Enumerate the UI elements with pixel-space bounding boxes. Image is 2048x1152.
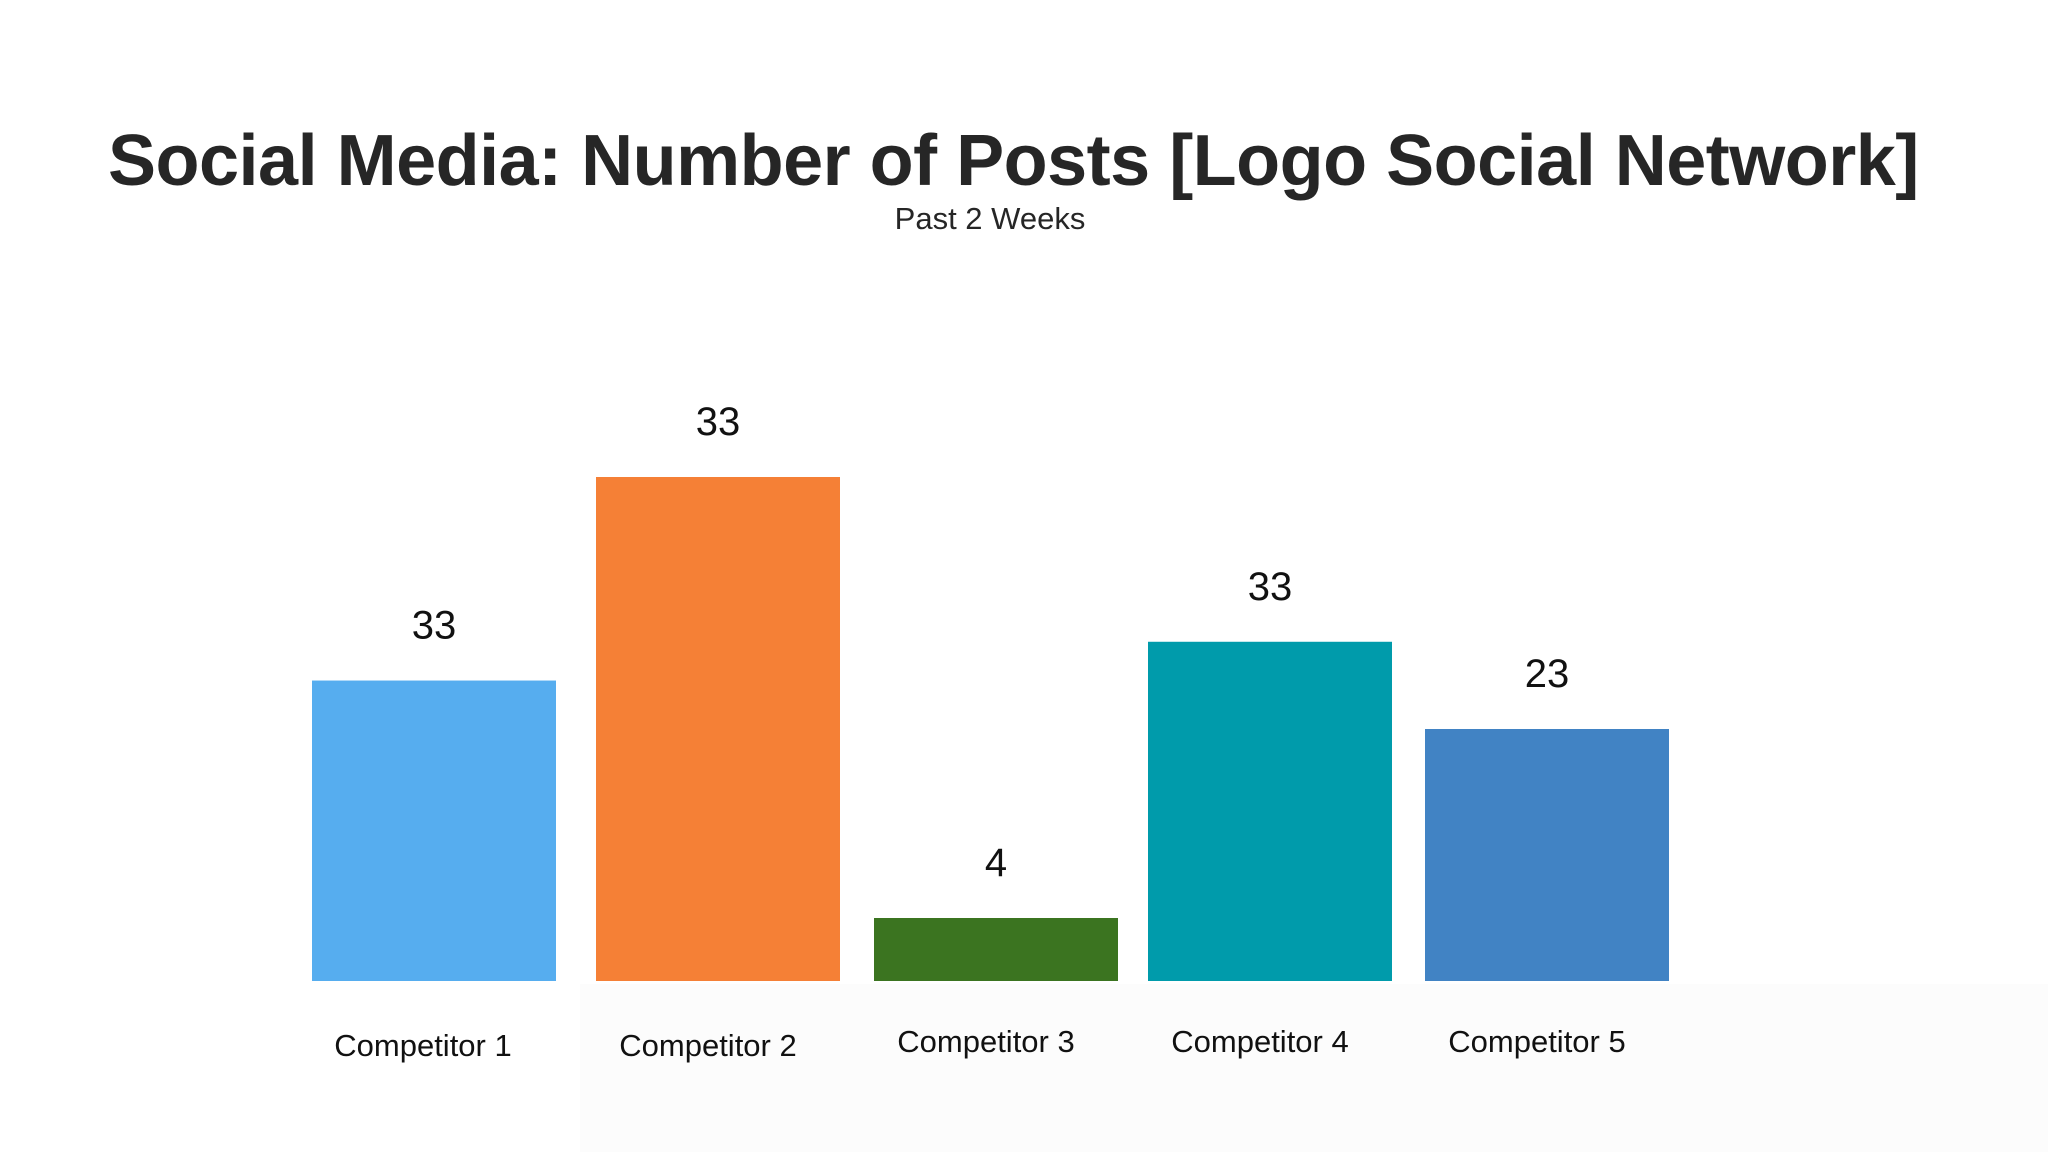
value-label-2: 33 [696, 400, 741, 444]
category-label-3: Competitor 3 [897, 1024, 1074, 1059]
bars-group [312, 477, 1669, 981]
chart-title: Social Media: Number of Posts [Logo Soci… [108, 121, 1919, 201]
value-label-1: 33 [412, 604, 457, 648]
bar-2 [596, 477, 840, 981]
bar-5 [1425, 729, 1669, 981]
bar-3 [874, 918, 1118, 981]
background-shade [580, 984, 2048, 1152]
category-label-4: Competitor 4 [1171, 1024, 1348, 1059]
value-label-4: 33 [1248, 565, 1293, 609]
category-label-2: Competitor 2 [619, 1028, 796, 1063]
category-label-1: Competitor 1 [334, 1028, 511, 1063]
value-label-3: 4 [985, 841, 1007, 885]
chart-subtitle: Past 2 Weeks [894, 201, 1086, 236]
value-labels-group: 33 33 4 33 23 [412, 400, 1570, 885]
bar-1 [312, 680, 556, 981]
category-labels-group: Competitor 1 Competitor 2 Competitor 3 Comp… [334, 1024, 1625, 1063]
bar-4 [1148, 641, 1392, 981]
category-label-5: Competitor 5 [1448, 1024, 1625, 1059]
value-label-5: 23 [1525, 652, 1570, 696]
